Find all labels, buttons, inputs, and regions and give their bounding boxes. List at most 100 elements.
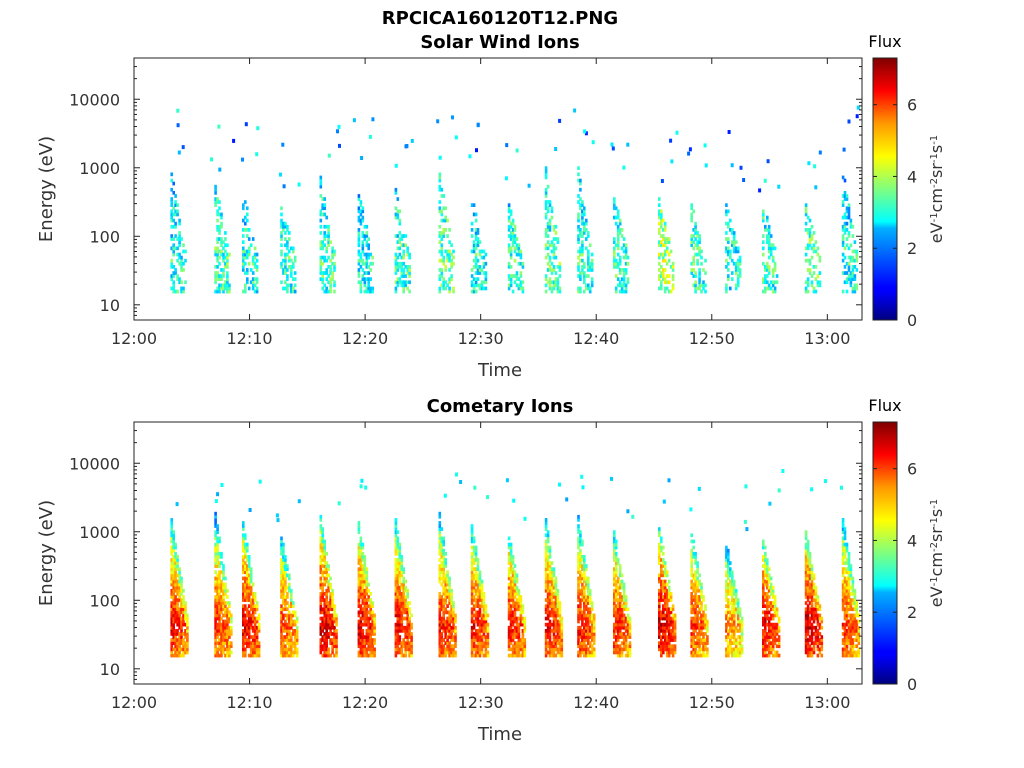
- spectrogram-cell: [400, 619, 404, 624]
- spectrogram-cell: [214, 625, 217, 630]
- spectrogram-cell: [396, 558, 400, 562]
- spectrogram-cell: [325, 567, 328, 571]
- spectrogram-cell: [371, 261, 374, 266]
- spectrogram-cell: [438, 514, 442, 519]
- spectrogram-cell: [180, 635, 183, 639]
- spectrogram-cell: [478, 610, 482, 615]
- spectrogram-cell: [280, 595, 283, 599]
- spectrogram-cell: [583, 588, 586, 593]
- spectrogram-cell: [280, 604, 283, 608]
- spectrogram-cell: [665, 246, 669, 251]
- spectrogram-cell: [444, 592, 447, 596]
- spectrogram-cell: [552, 579, 556, 584]
- spectrogram-cell: [295, 635, 299, 639]
- spectrogram-cell: [692, 644, 695, 649]
- spectrogram-cell: [246, 249, 249, 254]
- spectrogram-cell: [321, 570, 324, 575]
- spectrogram-cell: [472, 653, 476, 658]
- spectrogram-cell: [590, 613, 594, 618]
- spectrogram-cell: [626, 509, 630, 514]
- spectrogram-cell: [367, 277, 370, 281]
- spectrogram-cell: [773, 265, 777, 269]
- spectrogram-cell: [327, 564, 330, 568]
- spectrogram-cell: [220, 632, 223, 636]
- spectrogram-cell: [280, 545, 283, 550]
- spectrogram-cell: [690, 641, 693, 645]
- spectrogram-cell: [658, 604, 661, 608]
- spectrogram-cell: [357, 619, 361, 624]
- spectrogram-cell: [581, 598, 584, 602]
- spectrogram-cell: [170, 234, 173, 238]
- spectrogram-cell: [614, 545, 618, 550]
- spectrogram-cell: [247, 629, 251, 633]
- spectrogram-cell: [546, 548, 550, 553]
- spectrogram-cell: [585, 653, 588, 658]
- spectrogram-cell: [660, 592, 663, 596]
- spectrogram-cell: [579, 625, 582, 630]
- spectrogram-cell: [176, 246, 179, 251]
- spectrogram-cell: [174, 542, 177, 547]
- spectrogram-cell: [438, 530, 442, 534]
- spectrogram-cell: [658, 261, 661, 266]
- spectrogram-cell: [660, 271, 663, 275]
- spectrogram-cell: [323, 203, 326, 207]
- spectrogram-cell: [327, 243, 330, 248]
- spectrogram-cell: [442, 255, 445, 260]
- spectrogram-cell: [323, 243, 326, 248]
- spectrogram-cell: [288, 638, 291, 642]
- spectrogram-cell: [174, 558, 177, 562]
- spectrogram-cell: [667, 258, 671, 263]
- spectrogram-cell: [548, 561, 552, 565]
- spectrogram-cell: [244, 619, 247, 624]
- spectrogram-cell: [357, 209, 361, 214]
- spectrogram-cell: [665, 274, 669, 278]
- spectrogram-cell: [546, 536, 550, 541]
- spectrogram-cell: [474, 610, 478, 615]
- spectrogram-cell: [808, 234, 812, 238]
- spectrogram-cell: [544, 582, 548, 587]
- spectrogram-cell: [290, 616, 293, 621]
- spectrogram-cell: [357, 524, 361, 528]
- spectrogram-cell: [446, 647, 449, 652]
- spectrogram-cell: [323, 619, 326, 624]
- spectrogram-cell: [224, 604, 227, 608]
- spectrogram-cell: [577, 234, 580, 238]
- spectrogram-cell: [665, 653, 669, 658]
- spectrogram-cell: [371, 644, 374, 649]
- spectrogram-cell: [507, 209, 511, 214]
- spectrogram-cell: [620, 283, 624, 288]
- spectrogram-cell: [182, 598, 185, 602]
- spectrogram-cell: [290, 265, 293, 269]
- spectrogram-cell: [507, 601, 511, 605]
- spectrogram-cell: [696, 644, 699, 649]
- spectrogram-cell: [476, 561, 480, 565]
- spectrogram-cell: [546, 595, 550, 599]
- spectrogram-cell: [284, 224, 287, 229]
- spectrogram-cell: [408, 274, 411, 278]
- spectrogram-cell: [329, 613, 332, 618]
- spectrogram-cell: [660, 644, 663, 649]
- spectrogram-cell: [408, 632, 411, 636]
- spectrogram-cell: [739, 165, 743, 170]
- spectrogram-cell: [626, 613, 630, 618]
- spectrogram-cell: [546, 200, 550, 204]
- spectrogram-cell: [172, 181, 175, 186]
- spectrogram-cell: [523, 650, 527, 655]
- spectrogram-cell: [694, 558, 697, 562]
- spectrogram-cell: [663, 592, 667, 596]
- spectrogram-cell: [517, 644, 521, 649]
- spectrogram-cell: [548, 228, 552, 232]
- spectrogram-cell: [519, 252, 523, 257]
- spectrogram-cell: [474, 638, 478, 642]
- spectrogram-cell: [176, 274, 179, 278]
- spectrogram-cell: [214, 582, 217, 587]
- spectrogram-cell: [771, 283, 775, 288]
- spectrogram-cell: [660, 629, 663, 633]
- spectrogram-cell: [482, 629, 486, 633]
- spectrogram-cell: [253, 598, 257, 602]
- spectrogram-cell: [552, 619, 556, 624]
- spectrogram-cell: [480, 585, 484, 590]
- spectrogram-cell: [365, 265, 369, 269]
- spectrogram-cell: [247, 610, 251, 615]
- spectrogram-cell: [323, 567, 326, 571]
